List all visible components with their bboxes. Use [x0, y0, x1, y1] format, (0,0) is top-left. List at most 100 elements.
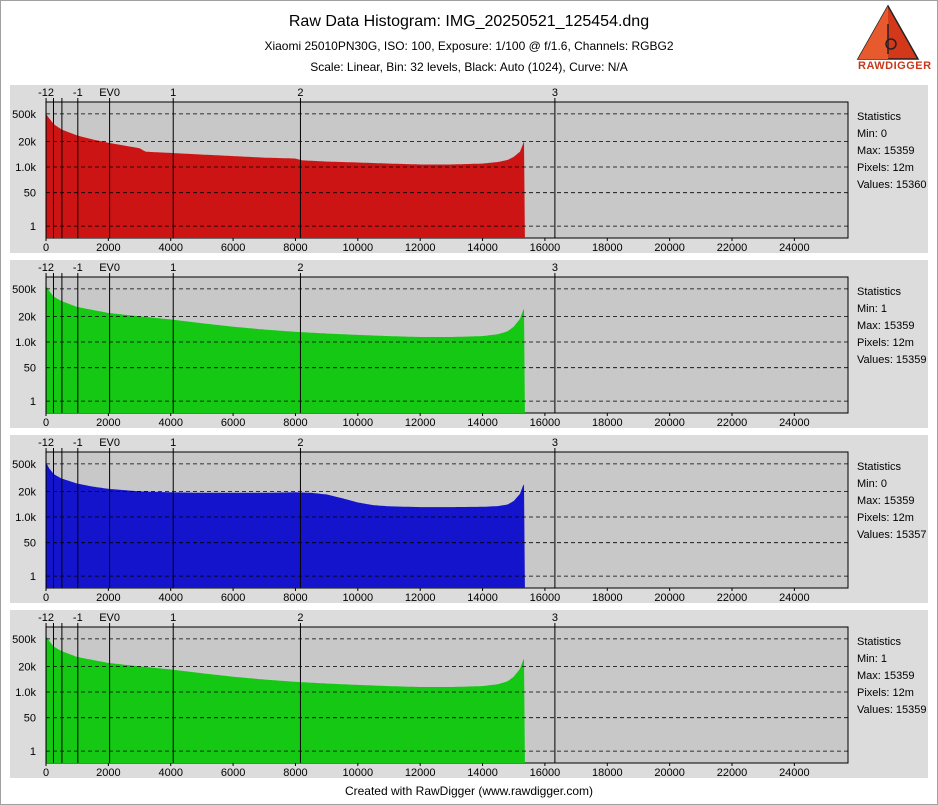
ev-label: 3	[552, 437, 558, 449]
x-tick-label: 12000	[405, 592, 436, 604]
histogram-area-g2	[46, 636, 525, 763]
x-tick-label: 20000	[654, 242, 685, 254]
ev-label: -12	[38, 87, 54, 99]
y-tick-label: 20k	[18, 661, 36, 673]
statistics-line: Pixels: 12m	[857, 162, 914, 174]
x-tick-label: 18000	[592, 242, 623, 254]
ev-label: 2	[297, 437, 303, 449]
y-tick-label: 20k	[18, 311, 36, 323]
statistics-line: Max: 15359	[857, 670, 914, 682]
x-tick-label: 2000	[96, 417, 120, 429]
x-tick-label: 22000	[717, 242, 748, 254]
logo-wordmark: RAWDIGGER	[858, 60, 932, 72]
x-tick-label: 14000	[467, 417, 498, 429]
ev-label: -12	[38, 612, 54, 624]
ev-label: 2	[297, 612, 303, 624]
x-tick-label: 12000	[405, 767, 436, 779]
x-tick-label: 4000	[158, 592, 182, 604]
statistics-line: Max: 15359	[857, 495, 914, 507]
rawdigger-logo-icon	[852, 4, 936, 74]
ev-label: EV0	[99, 612, 120, 624]
histogram-panel-b: 500k 20k 1.0k 50 1 -12 -1 EV0 1 2 3 0 2000 4000 6000 80…	[10, 435, 928, 604]
x-tick-label: 2000	[96, 592, 120, 604]
x-tick-label: 0	[43, 767, 49, 779]
y-tick-label: 500k	[12, 634, 36, 646]
x-tick-label: 10000	[343, 242, 374, 254]
x-tick-label: 22000	[717, 592, 748, 604]
x-tick-label: 8000	[283, 592, 307, 604]
x-tick-label: 16000	[530, 592, 561, 604]
x-tick-label: 8000	[283, 242, 307, 254]
x-tick-label: 6000	[221, 592, 245, 604]
x-tick-label: 12000	[405, 242, 436, 254]
y-tick-label: 1.0k	[15, 687, 36, 699]
y-tick-label: 500k	[12, 459, 36, 471]
y-tick-label: 1.0k	[15, 162, 36, 174]
x-tick-label: 2000	[96, 242, 120, 254]
x-tick-label: 20000	[654, 767, 685, 779]
x-tick-label: 24000	[779, 767, 810, 779]
x-tick-label: 10000	[343, 592, 374, 604]
y-tick-label: 1.0k	[15, 337, 36, 349]
x-tick-label: 16000	[530, 767, 561, 779]
y-tick-label: 20k	[18, 136, 36, 148]
y-tick-label: 50	[24, 188, 36, 200]
statistics-line: Values: 15359	[857, 704, 927, 716]
ev-label: 1	[170, 262, 176, 274]
statistics-line: Values: 15357	[857, 529, 927, 541]
statistics-title: Statistics	[857, 111, 902, 123]
ev-label: 3	[552, 262, 558, 274]
x-tick-label: 4000	[158, 767, 182, 779]
x-tick-label: 18000	[592, 592, 623, 604]
ev-label: 1	[170, 437, 176, 449]
ev-label: 1	[170, 87, 176, 99]
histogram-panel-r: 500k 20k 1.0k 50 1 -12 -1 EV0 1 2 3 0 2000 4000 6000 80…	[10, 85, 928, 254]
x-tick-label: 16000	[530, 417, 561, 429]
histogram-area-g	[46, 286, 525, 413]
ev-label: EV0	[99, 87, 120, 99]
x-tick-label: 2000	[96, 767, 120, 779]
ev-label: 3	[552, 612, 558, 624]
y-tick-label: 50	[24, 713, 36, 725]
scale-info-subtitle: Scale: Linear, Bin: 32 levels, Black: Au…	[310, 60, 628, 74]
statistics-line: Values: 15360	[857, 179, 927, 191]
statistics-line: Pixels: 12m	[857, 512, 914, 524]
x-tick-label: 12000	[405, 417, 436, 429]
x-tick-label: 10000	[343, 417, 374, 429]
x-tick-label: 24000	[779, 242, 810, 254]
x-tick-label: 22000	[717, 417, 748, 429]
ev-label: 2	[297, 87, 303, 99]
x-tick-label: 16000	[530, 242, 561, 254]
statistics-line: Pixels: 12m	[857, 687, 914, 699]
x-tick-label: 4000	[158, 242, 182, 254]
y-tick-label: 500k	[12, 284, 36, 296]
statistics-line: Pixels: 12m	[857, 337, 914, 349]
y-tick-label: 1.0k	[15, 512, 36, 524]
y-tick-label: 50	[24, 538, 36, 550]
x-tick-label: 8000	[283, 417, 307, 429]
x-tick-label: 22000	[717, 767, 748, 779]
x-tick-label: 14000	[467, 242, 498, 254]
ev-label: 2	[297, 262, 303, 274]
ev-label: -12	[38, 262, 54, 274]
y-tick-label: 500k	[12, 109, 36, 121]
statistics-title: Statistics	[857, 286, 902, 298]
x-tick-label: 0	[43, 592, 49, 604]
histogram-area-b	[46, 462, 525, 588]
x-tick-label: 10000	[343, 767, 374, 779]
statistics-line: Values: 15359	[857, 354, 927, 366]
statistics-line: Min: 1	[857, 303, 887, 315]
ev-label: -1	[73, 87, 83, 99]
x-tick-label: 6000	[221, 767, 245, 779]
x-tick-label: 14000	[467, 592, 498, 604]
y-tick-label: 1	[30, 746, 36, 758]
x-tick-label: 0	[43, 242, 49, 254]
x-tick-label: 0	[43, 417, 49, 429]
statistics-line: Min: 0	[857, 478, 887, 490]
statistics-title: Statistics	[857, 636, 902, 648]
camera-info-subtitle: Xiaomi 25010PN30G, ISO: 100, Exposure: 1…	[264, 39, 674, 53]
x-tick-label: 20000	[654, 417, 685, 429]
statistics-line: Max: 15359	[857, 145, 914, 157]
x-tick-label: 4000	[158, 417, 182, 429]
